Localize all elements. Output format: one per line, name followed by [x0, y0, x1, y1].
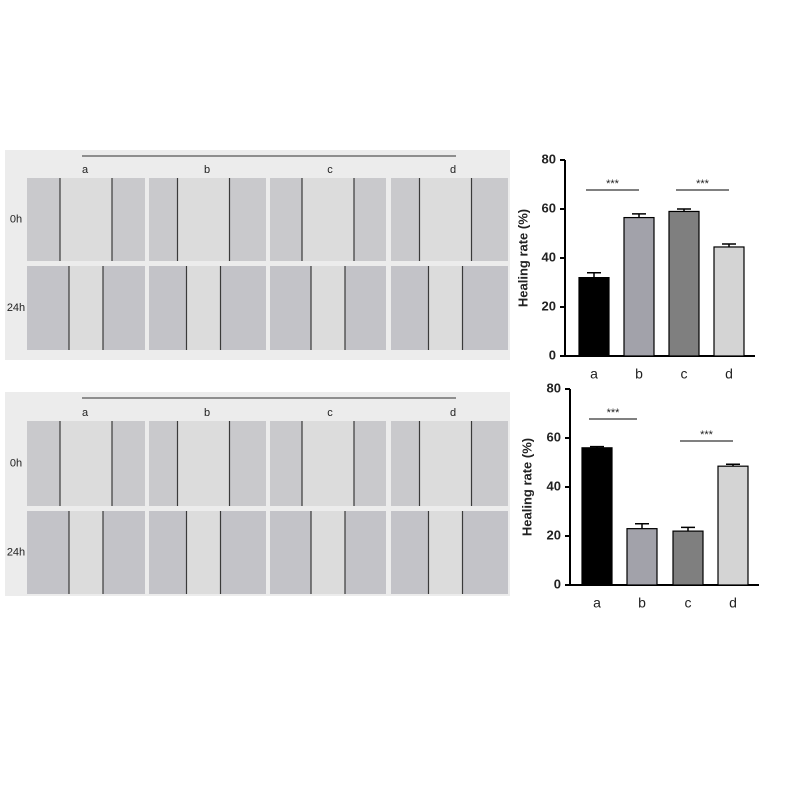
bar: [578, 277, 610, 357]
scratch: [177, 421, 230, 506]
scratch: [186, 511, 221, 594]
column-label: d: [450, 407, 456, 419]
scratch: [311, 511, 345, 594]
y-axis-label: Healing rate (%): [515, 209, 530, 307]
scratch: [428, 266, 463, 350]
column-label: b: [204, 407, 210, 419]
row-label: 24h: [7, 302, 25, 314]
x-tick-label: c: [685, 595, 692, 611]
bar: [626, 528, 658, 586]
y-axis-label: Healing rate (%): [519, 438, 534, 536]
scratch: [69, 266, 103, 350]
significance-label: ***: [696, 178, 710, 190]
scratch: [419, 178, 472, 261]
x-tick-label: a: [590, 366, 598, 382]
error-bar: [635, 523, 649, 529]
x-tick-label: b: [638, 595, 646, 611]
x-tick-label: b: [635, 366, 643, 382]
row-label: 24h: [7, 546, 25, 558]
column-label: c: [327, 407, 333, 419]
scratch: [428, 511, 463, 594]
scratch: [311, 266, 345, 350]
error-bar: [587, 271, 601, 278]
bar: [672, 530, 704, 586]
scratch: [60, 421, 112, 506]
y-tick-label: 80: [542, 151, 556, 166]
column-label: a: [82, 164, 89, 176]
y-tick-label: 40: [547, 478, 561, 493]
y-tick-label: 40: [542, 249, 556, 264]
column-label: d: [450, 164, 456, 176]
error-bar: [681, 526, 695, 532]
significance-label: ***: [607, 407, 621, 419]
bar: [581, 447, 613, 586]
y-tick-label: 20: [542, 298, 556, 313]
x-tick-label: c: [681, 366, 688, 382]
scratch: [419, 421, 472, 506]
error-bar: [590, 445, 604, 448]
significance-label: ***: [606, 178, 620, 190]
column-label: b: [204, 164, 210, 176]
scratch: [69, 511, 103, 594]
row-label: 0h: [10, 213, 22, 225]
bar: [717, 465, 749, 586]
bar: [713, 246, 745, 357]
scratch: [177, 178, 230, 261]
error-bar: [632, 213, 646, 218]
y-tick-label: 60: [547, 429, 561, 444]
x-tick-label: d: [725, 366, 733, 382]
error-bar: [726, 463, 740, 467]
y-tick-label: 80: [547, 380, 561, 395]
x-tick-label: a: [593, 595, 601, 611]
y-tick-label: 20: [547, 527, 561, 542]
scratch: [302, 178, 354, 261]
error-bar: [677, 208, 691, 212]
scratch: [60, 178, 112, 261]
bar: [623, 216, 655, 357]
y-tick-label: 0: [554, 576, 561, 591]
column-label: c: [327, 164, 333, 176]
significance-label: ***: [700, 429, 714, 441]
bar: [668, 210, 700, 357]
y-tick-label: 0: [549, 347, 556, 362]
row-label: 0h: [10, 457, 22, 469]
y-tick-label: 60: [542, 200, 556, 215]
column-label: a: [82, 407, 89, 419]
error-bar: [722, 243, 736, 247]
x-tick-label: d: [729, 595, 737, 611]
scratch: [302, 421, 354, 506]
scratch: [186, 266, 221, 350]
